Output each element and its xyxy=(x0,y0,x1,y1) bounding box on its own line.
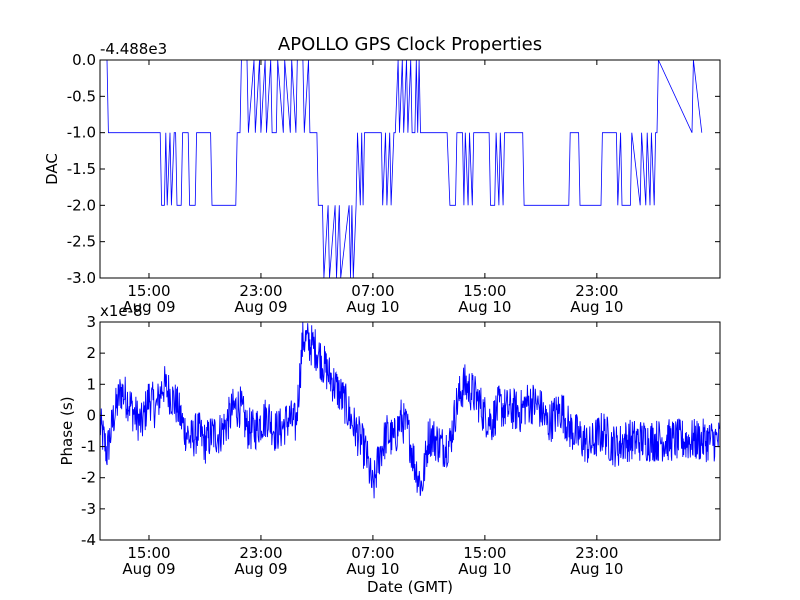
phase-ytick-label: 3 xyxy=(86,313,96,331)
phase-ylabel: Phase (s) xyxy=(58,396,76,465)
phase-xtick-date-label: Aug 10 xyxy=(346,560,399,578)
phase-ytick-label: 1 xyxy=(86,375,96,393)
phase-xtick-time-label: 07:00 xyxy=(351,544,394,562)
dac-xtick-time-label: 15:00 xyxy=(127,282,170,300)
phase-xtick-date-label: Aug 10 xyxy=(570,560,623,578)
phase-ytick-label: 2 xyxy=(86,344,96,362)
dac-ytick-label: -1.5 xyxy=(67,160,96,178)
phase-xtick-date-label: Aug 09 xyxy=(234,560,287,578)
phase-ytick-label: -1 xyxy=(81,438,96,456)
dac-ytick-label: -1.0 xyxy=(67,124,96,142)
dac-ytick-label: 0.0 xyxy=(72,51,96,69)
phase-ytick-label: -3 xyxy=(81,500,96,518)
phase-ytick-label: -2 xyxy=(81,469,96,487)
dac-xtick-date-label: Aug 10 xyxy=(346,298,399,316)
dac-xtick-time-label: 15:00 xyxy=(463,282,506,300)
dac-xtick-time-label: 07:00 xyxy=(351,282,394,300)
dac-xtick-time-label: 23:00 xyxy=(575,282,618,300)
dac-offset-label: -4.488e3 xyxy=(100,40,167,58)
phase-xlabel: Date (GMT) xyxy=(367,578,453,596)
phase-xtick-date-label: Aug 09 xyxy=(122,560,175,578)
dac-xtick-date-label: Aug 10 xyxy=(570,298,623,316)
phase-ytick-label: -4 xyxy=(81,531,96,549)
dac-ylabel: DAC xyxy=(43,153,61,185)
dac-xtick-date-label: Aug 10 xyxy=(458,298,511,316)
dac-xtick-time-label: 23:00 xyxy=(239,282,282,300)
dac-xtick-date-label: Aug 09 xyxy=(122,298,175,316)
phase-offset-label: x1e-8 xyxy=(100,302,143,320)
phase-xtick-time-label: 15:00 xyxy=(463,544,506,562)
dac-ytick-label: -2.0 xyxy=(67,196,96,214)
phase-ytick-label: 0 xyxy=(86,406,96,424)
dac-series-line xyxy=(100,60,703,278)
dac-xtick-date-label: Aug 09 xyxy=(234,298,287,316)
phase-xtick-time-label: 23:00 xyxy=(575,544,618,562)
phase-xtick-date-label: Aug 10 xyxy=(458,560,511,578)
chart-title: APOLLO GPS Clock Properties xyxy=(278,34,542,55)
dac-ytick-label: -2.5 xyxy=(67,233,96,251)
dac-ytick-label: -3.0 xyxy=(67,269,96,287)
phase-xtick-time-label: 15:00 xyxy=(127,544,170,562)
phase-series-line xyxy=(100,322,720,499)
phase-xtick-time-label: 23:00 xyxy=(239,544,282,562)
dac-ytick-label: -0.5 xyxy=(67,87,96,105)
phase-axes-frame xyxy=(99,321,721,541)
